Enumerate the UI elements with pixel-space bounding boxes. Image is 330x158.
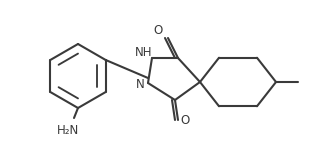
Text: O: O <box>181 113 190 127</box>
Text: NH: NH <box>135 46 153 60</box>
Text: N: N <box>136 79 145 91</box>
Text: H₂N: H₂N <box>57 125 79 137</box>
Text: O: O <box>153 24 163 37</box>
